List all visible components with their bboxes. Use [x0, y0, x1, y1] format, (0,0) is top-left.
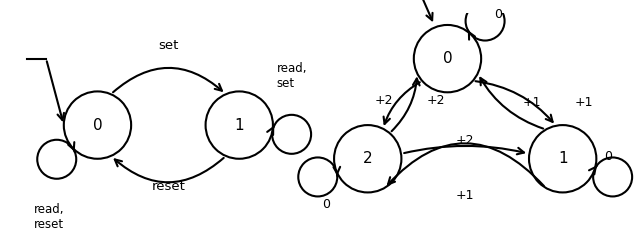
Text: 0: 0 [604, 150, 612, 163]
Text: +2: +2 [375, 94, 394, 107]
Text: +1: +1 [456, 189, 475, 202]
Text: set: set [158, 39, 179, 52]
Text: 1: 1 [558, 151, 567, 166]
Text: +1: +1 [523, 97, 541, 110]
Circle shape [64, 91, 131, 159]
Text: +1: +1 [574, 97, 593, 110]
Text: 0: 0 [443, 51, 452, 66]
Circle shape [334, 125, 401, 192]
Text: 2: 2 [363, 151, 373, 166]
Circle shape [414, 25, 481, 92]
Text: +2: +2 [456, 134, 475, 147]
Circle shape [205, 91, 273, 159]
Text: read,
set: read, set [276, 62, 307, 90]
Text: 0: 0 [322, 198, 330, 211]
Text: 0: 0 [93, 118, 102, 133]
Text: reset: reset [151, 180, 185, 193]
Text: 1: 1 [234, 118, 244, 133]
Text: read,
reset: read, reset [33, 203, 64, 231]
Text: +2: +2 [427, 94, 445, 107]
Circle shape [529, 125, 597, 192]
Text: 0: 0 [494, 8, 503, 21]
